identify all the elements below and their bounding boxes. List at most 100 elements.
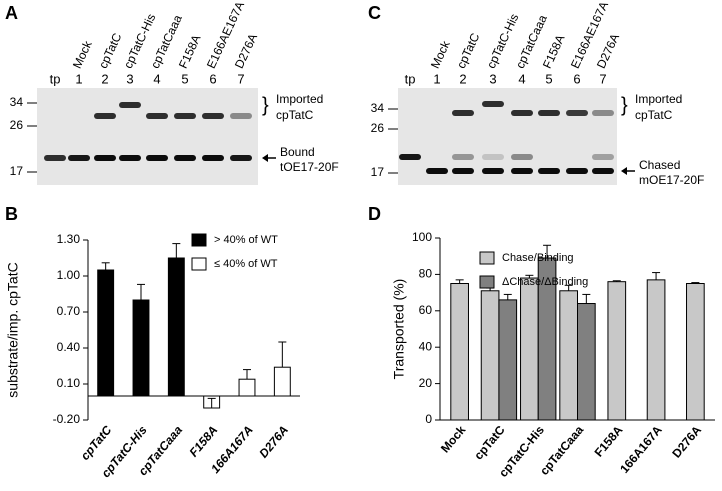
lane-label: 4 bbox=[153, 71, 160, 86]
x-tick-label: D276A bbox=[669, 423, 704, 461]
substrate-label: Chased bbox=[639, 158, 680, 172]
brace: } bbox=[621, 94, 628, 116]
substrate-label: mOE17-20F bbox=[639, 173, 704, 187]
gel-band bbox=[511, 168, 533, 174]
bar bbox=[167, 257, 185, 397]
gel-band bbox=[230, 113, 252, 119]
lane-label: 5 bbox=[545, 71, 552, 86]
legend-label: > 40% of WT bbox=[214, 234, 278, 246]
y-tick-label: 60 bbox=[419, 303, 433, 317]
lane-label: 2 bbox=[101, 71, 108, 86]
bar bbox=[97, 269, 115, 397]
lane-label: 3 bbox=[489, 71, 496, 86]
size-marker: 34 bbox=[371, 101, 385, 115]
lane-label: 7 bbox=[237, 71, 244, 86]
lane-name: F158A bbox=[540, 33, 568, 71]
y-tick-label: 1.30 bbox=[57, 232, 81, 246]
lane-label: 1 bbox=[75, 71, 82, 86]
legend-label: ΔChase/ΔBinding bbox=[502, 276, 588, 288]
gel-band bbox=[592, 110, 614, 116]
y-tick-label: 20 bbox=[419, 376, 433, 390]
gel-band bbox=[511, 154, 533, 160]
gel-band bbox=[566, 110, 588, 116]
gel-band bbox=[230, 155, 252, 161]
gel-band bbox=[452, 154, 474, 160]
gel-band bbox=[452, 110, 474, 116]
gel-band bbox=[202, 113, 224, 119]
gel-band bbox=[119, 155, 141, 161]
panel-letter: B bbox=[5, 204, 18, 224]
legend-label: ≤ 40% of WT bbox=[214, 258, 278, 270]
panel-letter: C bbox=[368, 3, 381, 23]
lane-label: 1 bbox=[433, 71, 440, 86]
legend-swatch bbox=[191, 233, 207, 247]
y-tick-label: 0.10 bbox=[57, 376, 81, 390]
imported-label: Imported bbox=[635, 92, 682, 106]
substrate-label: Bound bbox=[280, 145, 315, 159]
bar bbox=[450, 283, 469, 421]
x-tick-label: cpTatC bbox=[78, 423, 115, 463]
arrow-head bbox=[262, 154, 268, 162]
imported-label: Imported bbox=[276, 92, 323, 106]
lane-label: 7 bbox=[599, 71, 606, 86]
legend-swatch bbox=[479, 251, 495, 265]
x-tick-label: 166A167A bbox=[617, 423, 665, 476]
size-marker: 26 bbox=[10, 118, 24, 132]
arrow-head bbox=[621, 167, 627, 175]
gel-band bbox=[592, 154, 614, 160]
gel-band bbox=[44, 155, 66, 161]
size-marker: 26 bbox=[371, 121, 385, 135]
lane-name: F158A bbox=[176, 33, 204, 71]
y-tick-label: 100 bbox=[412, 230, 432, 244]
gel-band bbox=[146, 155, 168, 161]
gel-band bbox=[426, 168, 448, 174]
brace: } bbox=[262, 94, 269, 116]
lane-label: 3 bbox=[126, 71, 133, 86]
y-tick-label: 0.40 bbox=[57, 340, 81, 354]
imported-label: cpTatC bbox=[635, 108, 673, 122]
gel-band bbox=[566, 168, 588, 174]
legend-swatch bbox=[191, 257, 207, 271]
y-axis-label: substrate/imp. cpTatC bbox=[5, 262, 21, 397]
panel-letter: A bbox=[5, 3, 18, 23]
x-tick-label: F158A bbox=[592, 423, 626, 460]
bar bbox=[646, 279, 666, 421]
gel-band bbox=[174, 113, 196, 119]
y-tick-label: 0.70 bbox=[57, 304, 81, 318]
bar bbox=[273, 366, 291, 397]
gel-band bbox=[174, 155, 196, 161]
gel-band bbox=[202, 155, 224, 161]
y-tick-label: 80 bbox=[419, 267, 433, 281]
imported-label: cpTatC bbox=[276, 108, 314, 122]
gel-band bbox=[482, 154, 504, 160]
lane-label: 5 bbox=[181, 71, 188, 86]
gel-band bbox=[94, 113, 116, 119]
gel-image bbox=[37, 88, 258, 185]
lane-label: tp bbox=[50, 71, 61, 86]
bar bbox=[238, 378, 256, 397]
lane-label: tp bbox=[405, 71, 416, 86]
legend-label: Chase/Binding bbox=[502, 252, 574, 264]
x-tick-label: Mock bbox=[438, 423, 469, 456]
lane-label: 2 bbox=[459, 71, 466, 86]
y-axis-label: Transported (%) bbox=[391, 279, 407, 380]
bar bbox=[520, 277, 539, 421]
bar bbox=[686, 283, 705, 421]
lane-name: D276A bbox=[594, 31, 622, 70]
gel-band bbox=[452, 168, 474, 174]
y-tick-label: -0.20 bbox=[53, 412, 81, 426]
y-tick-label: 0 bbox=[425, 412, 432, 426]
lane-name: Mock bbox=[428, 38, 453, 71]
size-marker: 34 bbox=[10, 95, 24, 109]
bar bbox=[607, 281, 627, 421]
gel-band bbox=[399, 154, 421, 160]
panel-letter: D bbox=[368, 204, 381, 224]
bar bbox=[577, 303, 596, 421]
lane-label: 6 bbox=[209, 71, 216, 86]
lane-name: Mock bbox=[70, 38, 95, 71]
gel-band bbox=[146, 113, 168, 119]
legend-swatch bbox=[479, 275, 495, 289]
size-marker: 17 bbox=[10, 164, 24, 178]
lane-label: 4 bbox=[518, 71, 525, 86]
